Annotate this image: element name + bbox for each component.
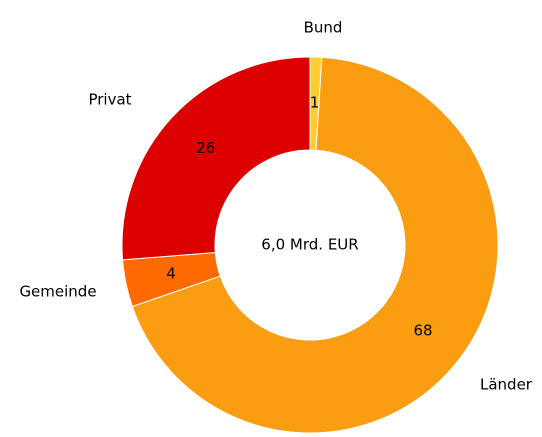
center-label: 6,0 Mrd. EUR: [261, 236, 358, 254]
value-label: 4: [166, 265, 176, 283]
category-label: Bund: [304, 19, 343, 37]
value-label: 68: [413, 321, 432, 339]
value-label: 1: [310, 94, 320, 112]
category-label: Privat: [88, 91, 131, 109]
category-label: Länder: [480, 376, 533, 394]
slice: [131, 56, 499, 434]
value-label: 26: [196, 139, 215, 157]
category-label: Gemeinde: [19, 283, 96, 301]
slice: [121, 56, 311, 261]
